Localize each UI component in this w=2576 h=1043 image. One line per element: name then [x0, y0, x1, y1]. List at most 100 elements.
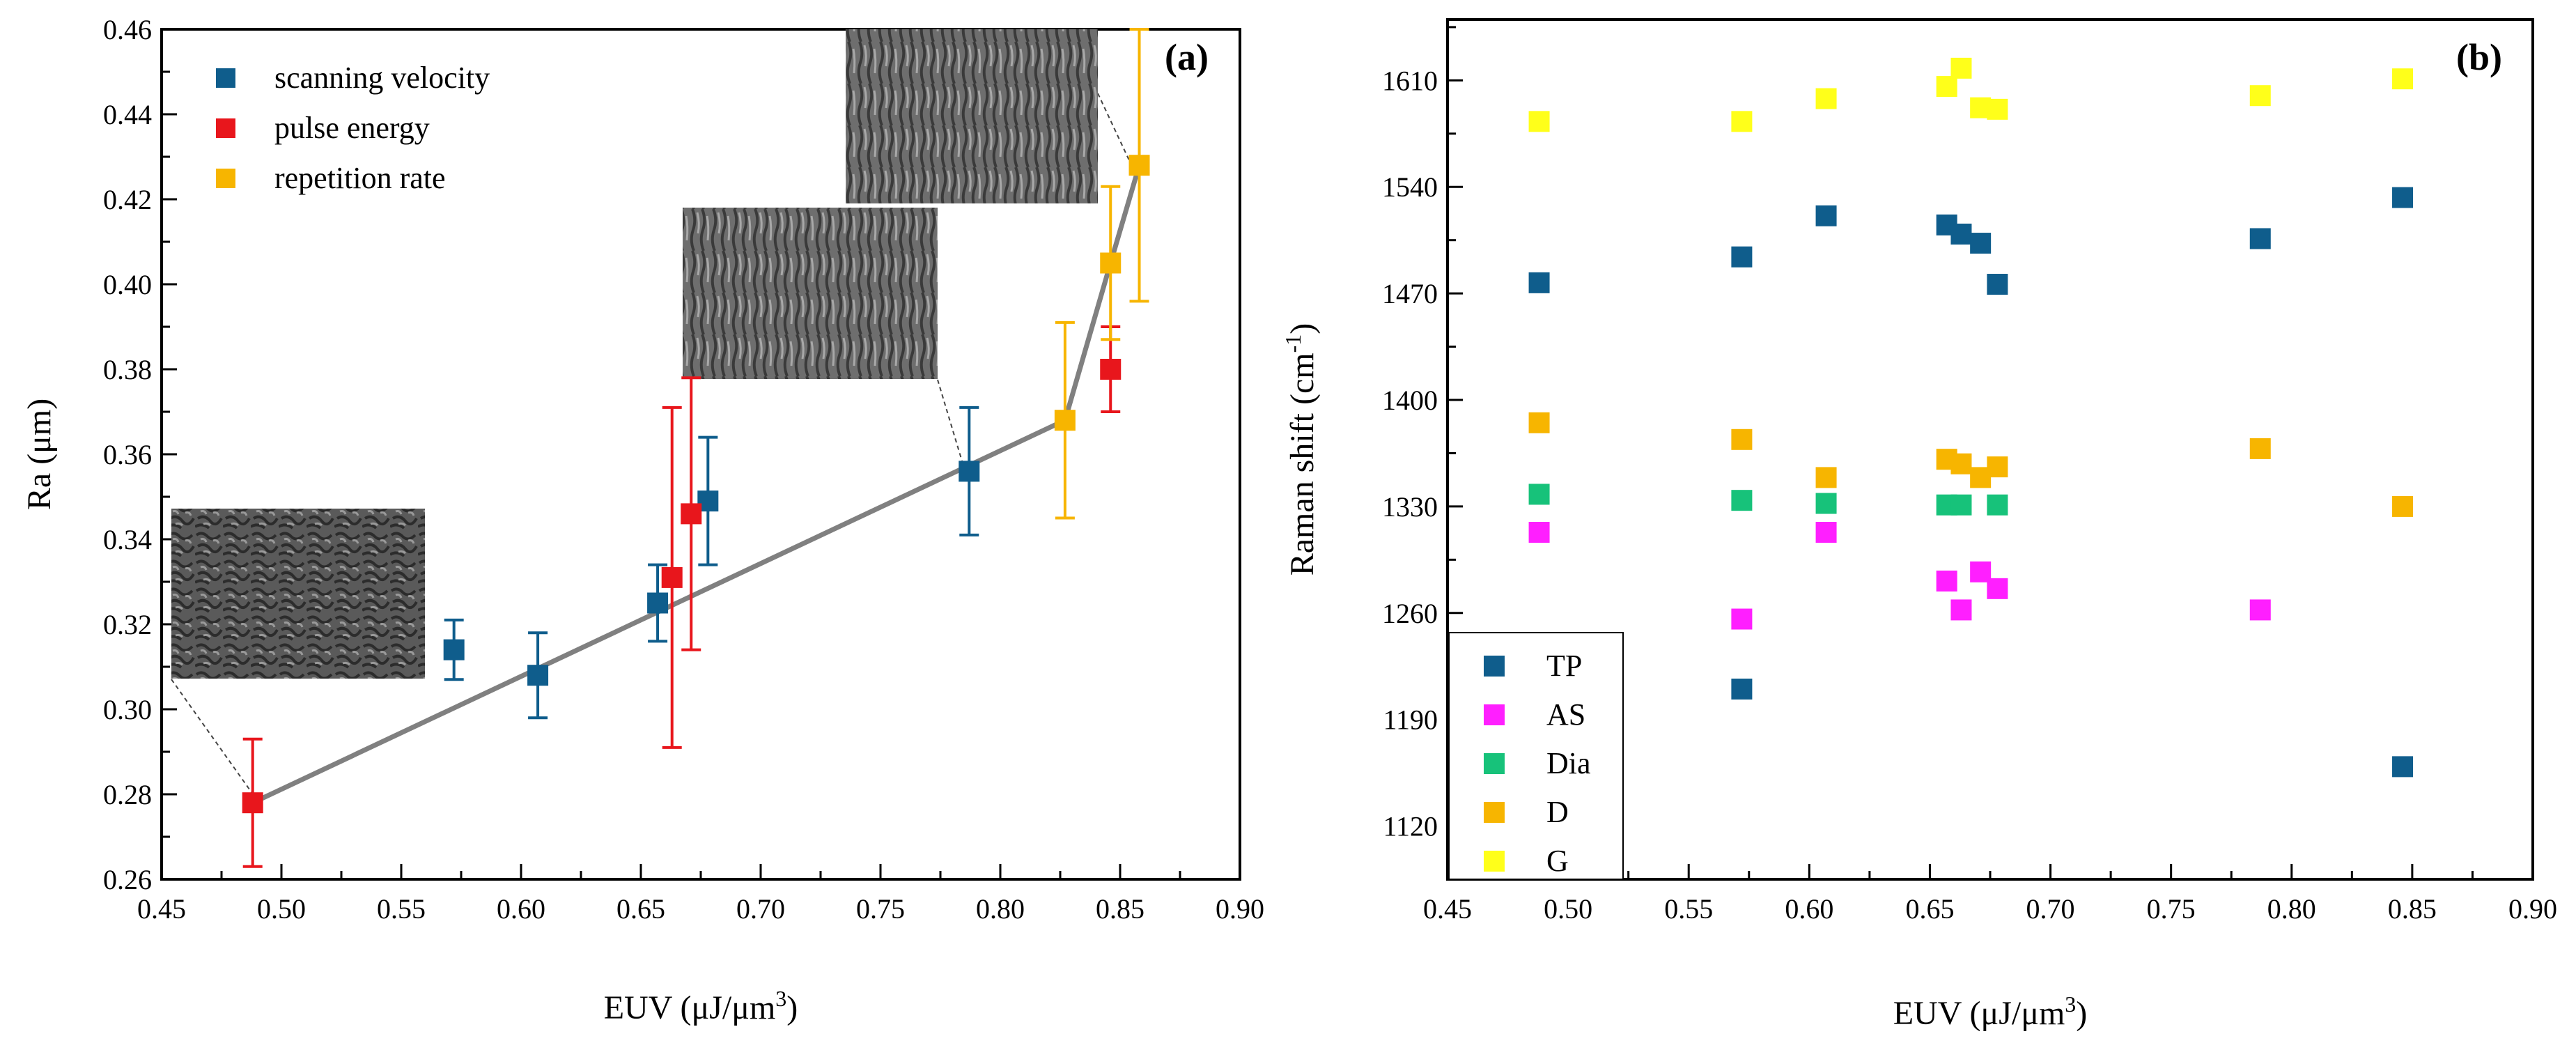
sem-insets: [171, 29, 1135, 810]
y-tick-label: 0.38: [103, 354, 152, 385]
y-tick-label: 0.44: [103, 99, 152, 130]
x-tick-label: 0.45: [1423, 893, 1472, 925]
x-tick-label: 0.80: [976, 893, 1025, 925]
y-tick-label: 0.40: [103, 269, 152, 300]
x-tick-label: 0.50: [1544, 893, 1592, 925]
y-axis-label-b: Raman shift (cm-1): [1280, 323, 1321, 576]
y-axis-ticks-b: 1120 1190 1260 1330 1400 1470 1540 1610: [1382, 26, 1463, 842]
data-point: [1815, 205, 1837, 226]
legend-label: TP: [1546, 649, 1582, 683]
y-tick-label: 1610: [1382, 65, 1438, 96]
panel-label-b: (b): [2456, 36, 2502, 78]
data-point: [2392, 68, 2414, 90]
x-axis-label-b: EUV (μJ/μm3): [1893, 991, 2088, 1032]
data-points-a: [242, 28, 1150, 868]
data-point: [1100, 359, 1122, 380]
y-tick-label: 1260: [1382, 598, 1438, 629]
y-axis-ticks-a: 0.26 0.28 0.30 0.32 0.34 0.36 0.38 0.40 0.42 0.44…: [103, 14, 177, 895]
data-point: [1987, 578, 2008, 599]
legend-label: D: [1546, 795, 1569, 829]
x-tick-label: 0.75: [2147, 893, 2196, 925]
x-axis-ticks-a: 0.45 0.50 0.55 0.60 0.65 0.70 0.75 0.80 0.85 0.90: [137, 864, 1264, 925]
panel-b: 0.45 0.50 0.55 0.60 0.65 0.70 0.75 0.80 0.85 0.90…: [1280, 18, 2557, 1032]
data-point: [1987, 98, 2008, 120]
data-point: [1528, 111, 1550, 132]
data-point: [647, 592, 669, 614]
y-axis-label-a: Ra (μm): [21, 399, 58, 510]
data-point: [1528, 272, 1550, 293]
data-point: [1936, 76, 1957, 98]
data-point: [2392, 495, 2414, 517]
data-point: [1815, 88, 1837, 109]
legend-swatch: [1484, 656, 1505, 677]
sem-image-inset-3: [846, 29, 1098, 203]
data-point: [2392, 756, 2414, 778]
data-point: [527, 665, 549, 686]
panel-label-a: (a): [1165, 36, 1209, 78]
y-tick-label: 0.30: [103, 694, 152, 725]
data-point: [2249, 599, 2271, 621]
y-tick-label: 1470: [1382, 278, 1438, 309]
y-tick-label: 0.32: [103, 609, 152, 640]
x-tick-label: 0.65: [616, 893, 665, 925]
x-tick-label: 0.80: [2267, 893, 2316, 925]
data-point: [242, 792, 263, 814]
data-point: [1528, 412, 1550, 433]
legend-b: TP AS Dia DG: [1448, 632, 1624, 880]
x-tick-label: 0.75: [856, 893, 905, 925]
x-tick-label: 0.70: [736, 893, 785, 925]
data-point: [2249, 85, 2271, 107]
legend-swatch: [1484, 753, 1505, 774]
data-point: [959, 461, 980, 482]
y-tick-label: 0.36: [103, 439, 152, 470]
data-points-b: [1528, 57, 2414, 778]
data-point: [1987, 274, 2008, 295]
legend-swatch: [216, 118, 235, 138]
legend-swatch: [216, 68, 235, 88]
x-tick-label: 0.50: [257, 893, 306, 925]
sem-image-inset-1: [171, 509, 425, 679]
data-point: [1950, 453, 1972, 474]
y-tick-label: 1330: [1382, 491, 1438, 523]
data-point: [1054, 410, 1076, 431]
x-tick-label: 0.85: [2388, 893, 2437, 925]
data-point: [1815, 493, 1837, 514]
data-point: [1100, 252, 1122, 274]
data-point: [1987, 456, 2008, 478]
y-tick-label: 1400: [1382, 385, 1438, 416]
legend-swatch: [216, 169, 235, 188]
x-tick-label: 0.60: [1785, 893, 1833, 925]
legend-a: scanning velocity pulse energy repetition …: [216, 61, 490, 195]
data-point: [1731, 678, 1753, 700]
y-tick-label: 0.34: [103, 524, 152, 555]
y-tick-label: 0.26: [103, 864, 152, 895]
data-point: [1950, 599, 1972, 621]
data-point: [443, 639, 465, 660]
y-tick-label: 1190: [1383, 704, 1438, 736]
y-tick-label: 1120: [1383, 811, 1438, 842]
legend-label: AS: [1546, 697, 1585, 732]
x-tick-label: 0.65: [1905, 893, 1954, 925]
data-point: [1731, 246, 1753, 268]
legend-label: G: [1546, 844, 1569, 878]
inset-leader-2: [937, 379, 965, 471]
data-point: [681, 503, 702, 525]
data-point: [1970, 233, 1992, 254]
data-point: [1528, 522, 1550, 543]
data-point: [1128, 155, 1150, 176]
x-tick-label: 0.90: [2508, 893, 2557, 925]
data-point: [2249, 438, 2271, 459]
x-tick-label: 0.45: [137, 893, 186, 925]
data-point: [1950, 223, 1972, 245]
data-point: [1731, 428, 1753, 450]
data-point: [1731, 608, 1753, 630]
data-point: [1950, 494, 1972, 516]
legend-label: scanning velocity: [274, 61, 490, 95]
legend-box: [1448, 632, 1624, 880]
legend-swatch: [1484, 851, 1505, 872]
inset-leader-1: [171, 679, 264, 810]
y-tick-label: 1540: [1382, 171, 1438, 203]
data-point: [1731, 490, 1753, 511]
y-tick-label: 0.42: [103, 184, 152, 215]
